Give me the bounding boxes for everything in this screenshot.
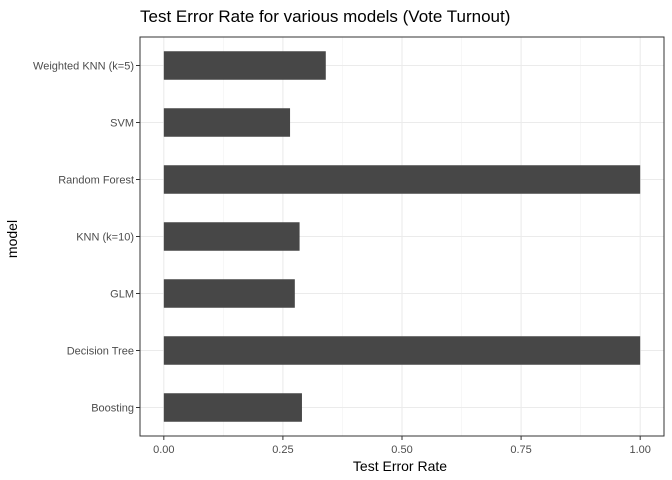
- y-tick-label: GLM: [110, 289, 134, 301]
- y-tick-label: Random Forest: [58, 175, 134, 187]
- y-tick-label: Weighted KNN (k=5): [33, 61, 134, 73]
- chart-title: Test Error Rate for various models (Vote…: [140, 7, 510, 26]
- bar: [163, 222, 300, 251]
- panel-border: [139, 36, 665, 437]
- x-tick-label: 1.00: [629, 444, 650, 456]
- bar: [163, 393, 302, 422]
- x-axis-title: Test Error Rate: [353, 458, 447, 474]
- x-axis-ticks: 0.00 0.25 0.50 0.75 1.00: [153, 436, 651, 456]
- bar: [163, 279, 295, 308]
- y-tick-label: Boosting: [91, 403, 134, 415]
- y-axis-ticks: Weighted KNN (k=5) SVM Random Forest KNN (k…: [33, 61, 140, 415]
- x-tick-label: 0.75: [510, 444, 531, 456]
- bars: [163, 51, 641, 422]
- y-tick-label: KNN (k=10): [76, 232, 134, 244]
- y-tick-label: SVM: [110, 118, 134, 130]
- bar: [163, 165, 641, 194]
- bar: [163, 51, 326, 80]
- x-tick-label: 0.50: [391, 444, 412, 456]
- bar: [163, 336, 641, 365]
- x-tick-label: 0.00: [153, 444, 174, 456]
- y-tick-label: Decision Tree: [67, 346, 134, 358]
- bar: [163, 108, 291, 137]
- y-axis-title: model: [4, 220, 20, 258]
- x-tick-label: 0.25: [272, 444, 293, 456]
